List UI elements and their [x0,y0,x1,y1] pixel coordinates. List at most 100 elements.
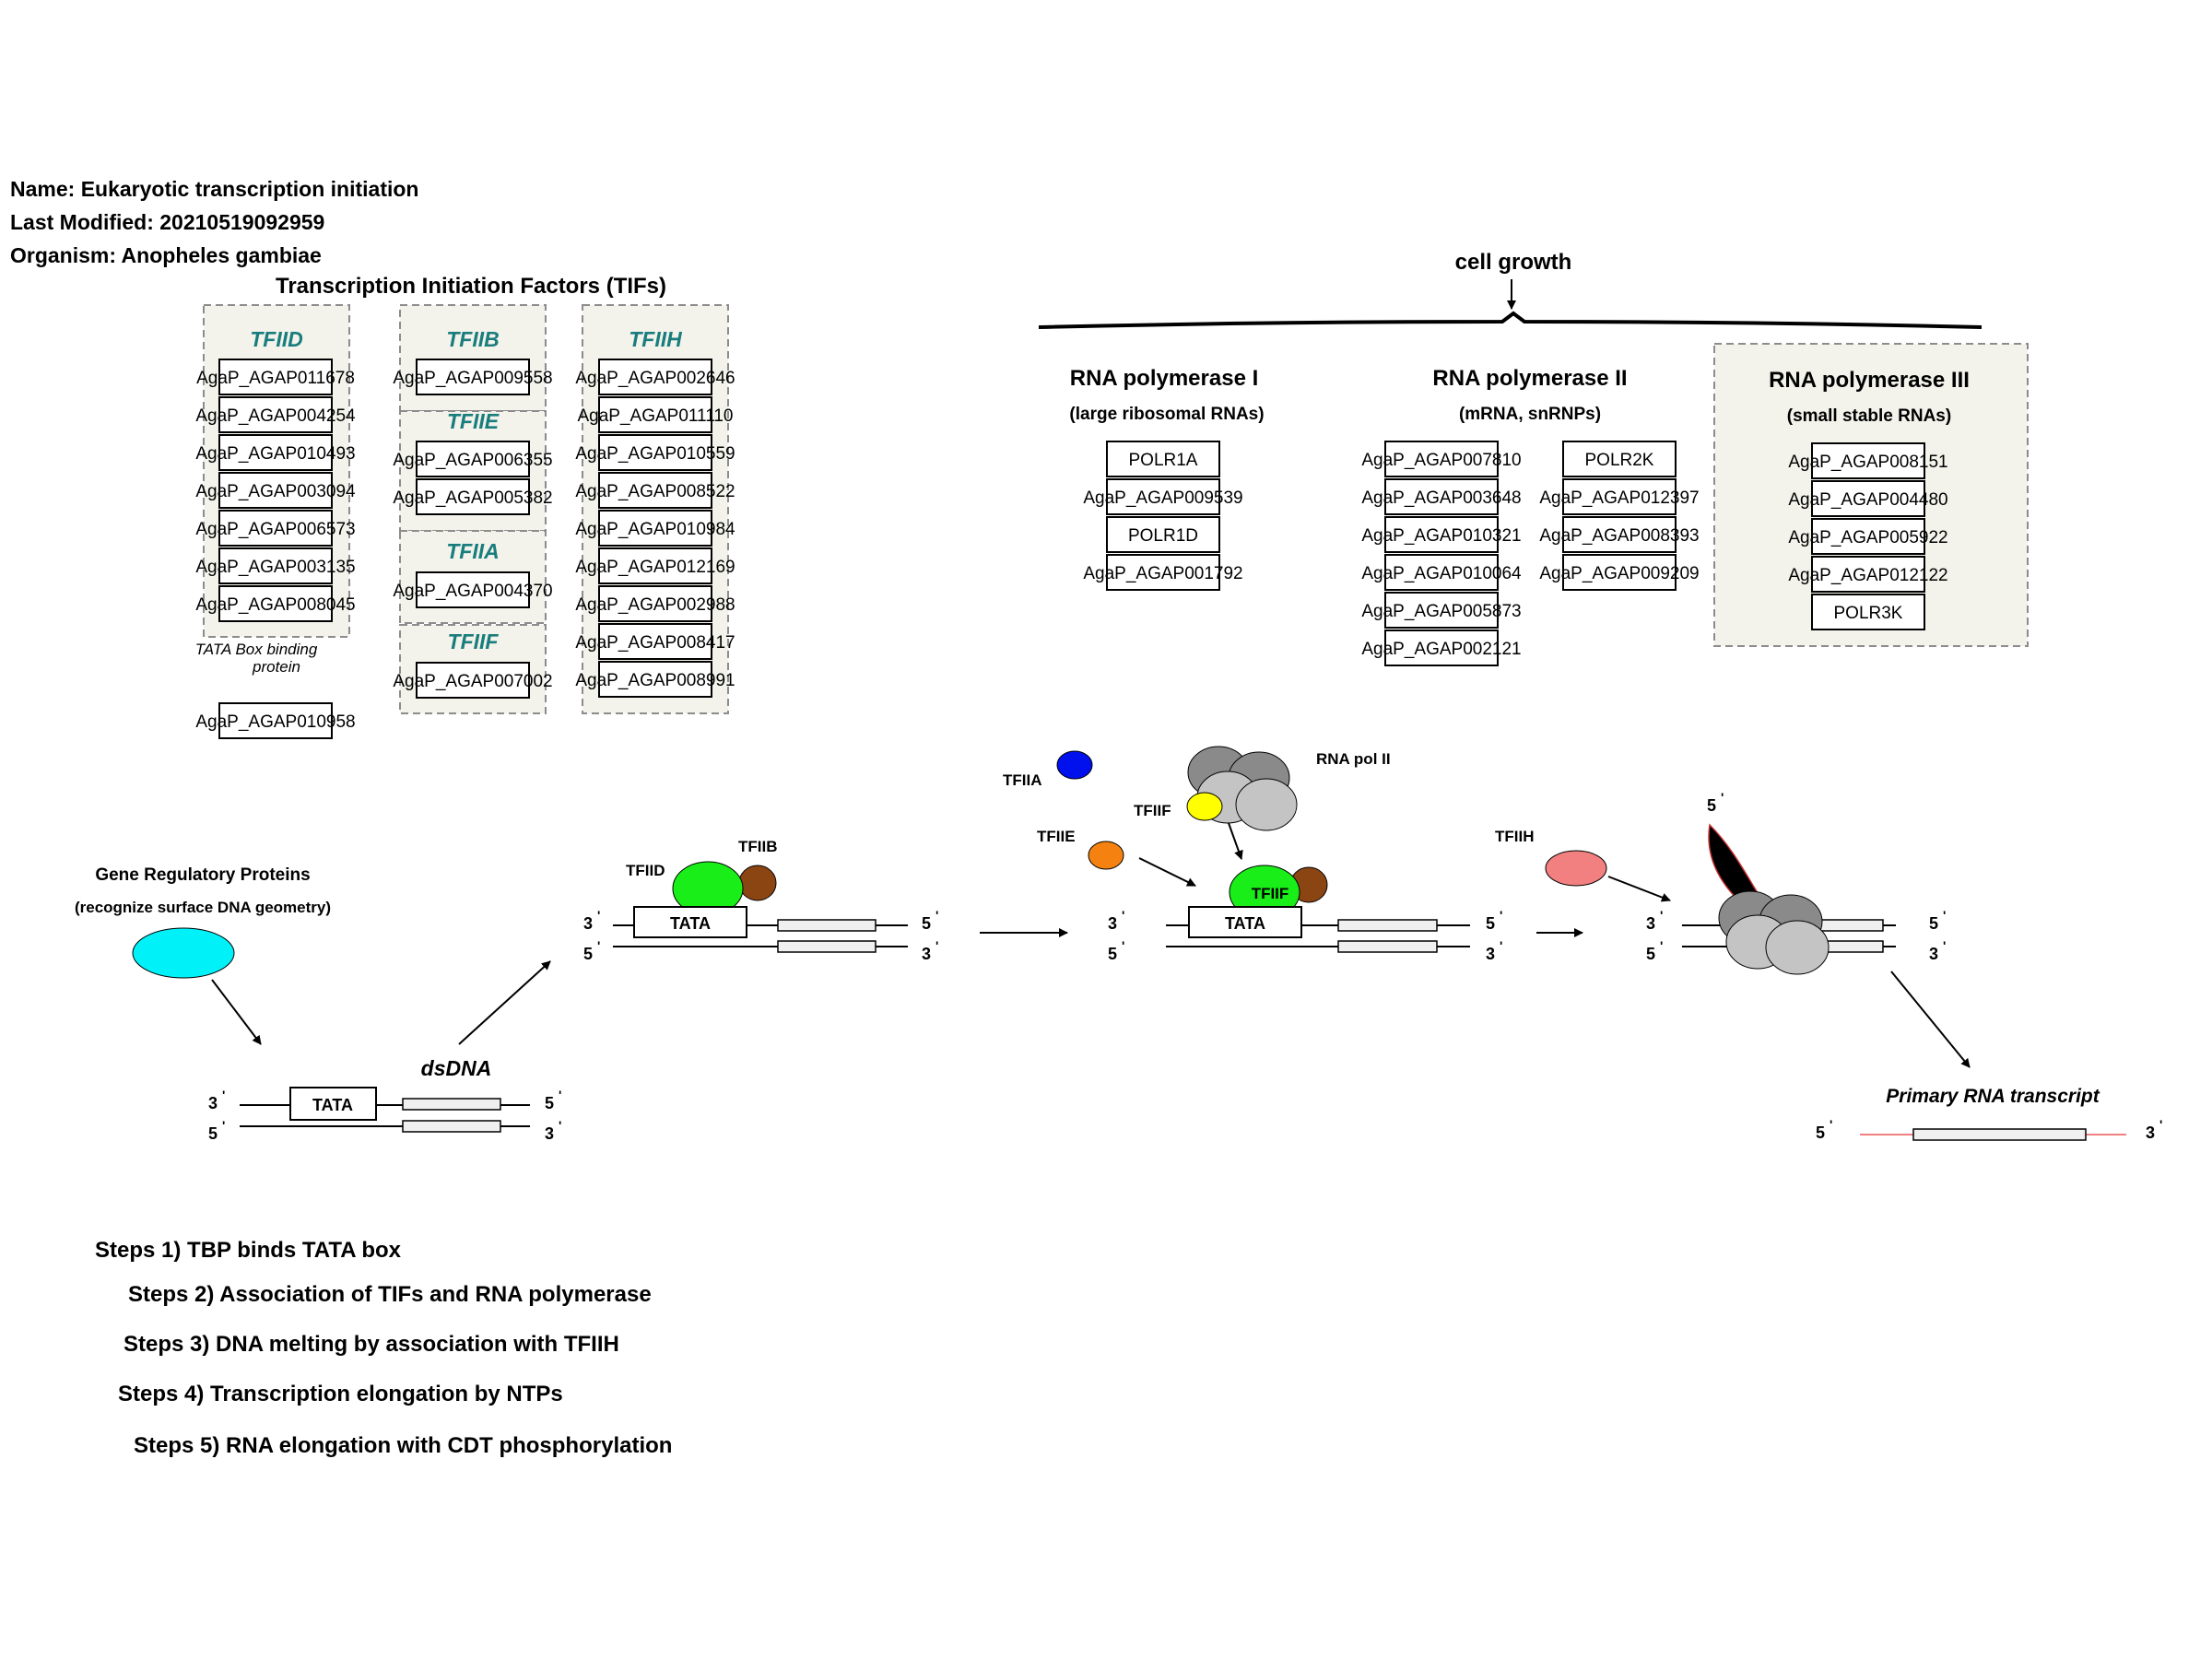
gene-box[interactable] [416,662,530,699]
prime-mark: ' [222,1088,225,1102]
gene-box[interactable] [1384,441,1499,477]
gene-label: POLR1A [1129,451,1198,470]
gene-label: AgaP_AGAP010984 [575,520,735,539]
gene-box[interactable] [1384,516,1499,553]
tfiih-gene-list: AgaP_AGAP002646 AgaP_AGAP011110 AgaP_AGAP0… [575,359,735,698]
gene-box[interactable] [416,571,530,608]
prime-mark: ' [2159,1117,2162,1132]
polymerase-brace [1038,311,1983,329]
pol3-title: RNA polymerase III [1769,368,1970,393]
gene-box[interactable] [416,441,530,477]
gene-box[interactable] [218,547,333,584]
end-label: 5 [1108,945,1117,963]
step-4: Steps 4) Transcription elongation by NTP… [118,1382,563,1406]
gene-label: AgaP_AGAP002646 [575,369,735,388]
gene-box[interactable] [1562,554,1677,591]
gene-box[interactable] [1811,556,1925,593]
prime-mark: ' [1660,938,1663,953]
gene-box[interactable] [598,661,712,698]
tata-label: TATA [1225,914,1265,933]
gene-box[interactable] [1384,592,1499,629]
dna-stage0: 3 ' 5 ' TATA 5 ' 3 ' [208,1087,561,1143]
step-1: Steps 1) TBP binds TATA box [95,1238,402,1263]
gene-box[interactable] [218,702,333,739]
arrow-tfiih [1607,876,1671,902]
gene-box[interactable] [416,359,530,395]
prime-mark: ' [1122,908,1124,923]
gene-label: AgaP_AGAP003094 [195,482,356,501]
gene-box[interactable] [598,547,712,584]
gene-box[interactable] [598,472,712,509]
gene-box[interactable] [1811,594,1925,630]
gene-box[interactable] [1106,478,1220,515]
gene-box[interactable] [218,359,333,395]
gene-box[interactable] [1811,480,1925,517]
gene-segment [1337,919,1438,932]
gene-label: AgaP_AGAP006573 [195,520,355,539]
gene-box[interactable] [218,472,333,509]
gene-label: AgaP_AGAP001792 [1083,564,1242,583]
gene-box[interactable] [1811,442,1925,479]
end-label: 3 [1486,945,1495,963]
gene-label: AgaP_AGAP010559 [575,444,735,464]
prime-mark: ' [1500,938,1502,953]
gene-label: AgaP_AGAP007810 [1361,451,1521,470]
tbp-gene: AgaP_AGAP010958 [195,702,356,739]
tfiib-protein [738,865,777,901]
end-label: 5 [922,914,931,933]
tfiia-protein-label: TFIIA [1003,771,1042,789]
pol1-gene-list: POLR1A AgaP_AGAP009539 POLR1D AgaP_AGAP0017… [1083,441,1243,591]
end-label: 3 [1929,945,1938,963]
pol2-gene-list-b: POLR2K AgaP_AGAP012397 AgaP_AGAP008393 AgaP… [1539,441,1700,591]
gene-box[interactable] [1811,518,1925,555]
prime-mark: ' [559,1118,561,1133]
gene-box[interactable] [598,434,712,471]
pol2-gene-list-a: AgaP_AGAP007810 AgaP_AGAP003648 AgaP_AGAP0… [1361,441,1522,666]
gene-box[interactable] [218,396,333,433]
tfiih-protein [1545,850,1607,887]
gene-box[interactable] [1384,629,1499,666]
pol2-title: RNA polymerase II [1432,366,1627,391]
prime-mark: ' [1660,908,1663,923]
tfiie-protein-label: TFIIE [1037,828,1076,845]
tbp-note: TATA Box binding [195,641,318,658]
transcript-gene-segment [1912,1128,2087,1141]
tfiif-free-label: TFIIF [1134,802,1171,819]
gene-box[interactable] [1562,516,1677,553]
gene-box[interactable] [1106,516,1220,553]
gene-label: AgaP_AGAP003135 [195,558,355,577]
gene-box[interactable] [1562,478,1677,515]
prime-mark: ' [1122,938,1124,953]
gene-box[interactable] [598,396,712,433]
gene-segment [777,919,877,932]
gene-label: AgaP_AGAP008045 [195,595,355,615]
gene-label: AgaP_AGAP005382 [393,488,552,508]
gene-box[interactable] [598,585,712,622]
step-2: Steps 2) Association of TIFs and RNA pol… [128,1282,652,1307]
gene-box[interactable] [1384,554,1499,591]
arrow-pol-down [1228,822,1243,860]
prime-mark: ' [935,908,938,923]
end-label: 5 [545,1094,554,1112]
gene-label: AgaP_AGAP008151 [1788,453,1947,472]
gene-box[interactable] [1384,478,1499,515]
gene-box[interactable] [1106,554,1220,591]
last-modified: Last Modified: 20210519092959 [10,210,325,234]
gene-box[interactable] [1562,441,1677,477]
tfiib-label: TFIIB [446,327,500,351]
tfiif-gene-list: AgaP_AGAP007002 [393,662,553,699]
gene-box[interactable] [416,478,530,515]
primary-transcript-label: Primary RNA transcript [1886,1086,2100,1107]
gene-box[interactable] [1106,441,1220,477]
gene-box[interactable] [598,359,712,395]
gene-box[interactable] [598,510,712,547]
gene-label: AgaP_AGAP010064 [1361,564,1522,583]
prime-mark: ' [1943,908,1946,923]
organism: Organism: Anopheles gambiae [10,243,322,267]
end-label: 5 [1816,1124,1825,1142]
gene-box[interactable] [218,585,333,622]
gene-box[interactable] [218,510,333,547]
gene-box[interactable] [218,434,333,471]
tfiie-protein [1088,841,1124,870]
gene-box[interactable] [598,623,712,660]
